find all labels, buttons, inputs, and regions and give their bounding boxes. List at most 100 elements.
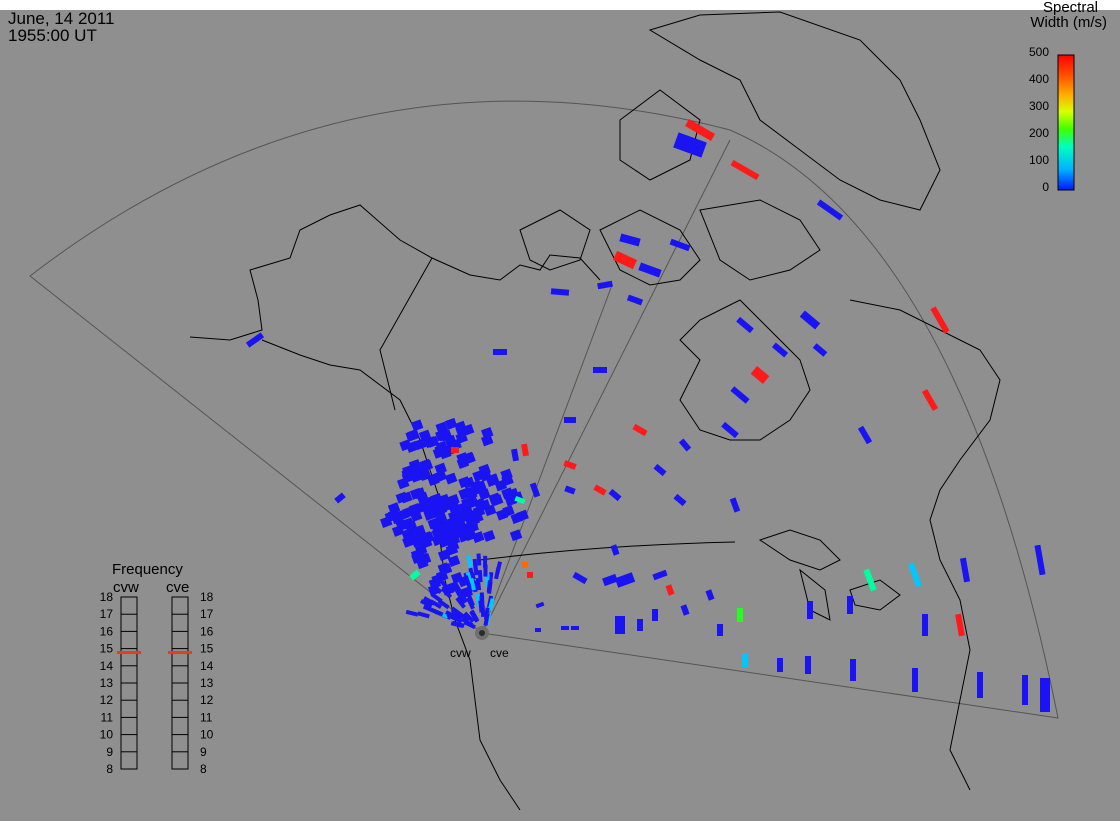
scatter-cell — [445, 543, 459, 556]
frequency-panel: Frequency cvw cve 18 18 17 17 16 16 15 15 14 14 13… — [100, 561, 214, 776]
scatter-cell — [678, 438, 692, 452]
scatter-cell — [435, 440, 449, 453]
scatter-cell — [729, 497, 741, 513]
scatter-cell — [450, 621, 464, 628]
scatter-cell — [399, 439, 412, 452]
colorbar-tick-label: 200 — [1029, 126, 1049, 140]
map-background — [0, 10, 1120, 821]
radar-label-cvw: cvw — [450, 646, 471, 660]
frequency-tick-label-left: 14 — [100, 659, 114, 673]
scatter-cell — [430, 582, 443, 594]
frequency-label-cve: cve — [166, 579, 189, 596]
scatter-cell — [405, 609, 419, 617]
scatter-cell — [391, 524, 405, 537]
time-label: 1955:00 UT — [8, 26, 97, 45]
scatter-cell — [444, 472, 458, 485]
scatter-cell — [478, 463, 491, 476]
scatter-cell — [799, 310, 821, 330]
scatter-cell — [812, 343, 828, 357]
scatter-cell — [922, 614, 928, 636]
frequency-tick-label-left: 13 — [100, 676, 114, 690]
scatter-cell — [626, 294, 644, 306]
frequency-title: Frequency — [112, 561, 183, 578]
scatter-cell — [410, 419, 424, 432]
scatter-cell — [653, 463, 667, 477]
scatter-cell — [437, 562, 451, 575]
colorbar-tick-label: 0 — [1042, 180, 1049, 194]
scatter-cell — [1022, 675, 1028, 705]
scatter-cell — [435, 421, 448, 434]
scatter-cell — [705, 589, 715, 601]
scatter-cell — [476, 553, 482, 566]
scatter-cell — [380, 516, 393, 528]
frequency-tick-label-left: 9 — [106, 745, 113, 759]
frequency-tick-label-right: 8 — [200, 762, 207, 776]
scatter-cell — [442, 519, 455, 532]
frequency-tick-label-left: 11 — [101, 710, 114, 724]
frequency-tick-label-right: 16 — [200, 624, 214, 638]
scatter-cell — [737, 608, 743, 622]
scatter-cell — [1040, 678, 1050, 712]
scatter-cell — [420, 599, 433, 608]
scatter-cell — [857, 425, 873, 445]
scatter-cell — [742, 653, 748, 667]
scatter-cell — [447, 555, 461, 567]
scatter-cell — [502, 505, 515, 517]
scatter-cell — [850, 659, 856, 681]
scatter-cell — [424, 436, 437, 449]
colorbar-title-line1: Spectral — [1043, 0, 1098, 16]
scatter-cell — [461, 617, 474, 627]
colorbar-tick-label: 300 — [1029, 99, 1049, 113]
scatter-cell — [721, 421, 739, 439]
scatter-cell — [908, 562, 922, 588]
scatter-cell — [610, 544, 620, 556]
frequency-tick-label-right: 11 — [200, 710, 213, 724]
scatter-cell — [417, 611, 430, 619]
scatter-cell — [422, 604, 436, 614]
scatter-cell — [453, 587, 464, 600]
scatter-cell — [847, 596, 853, 614]
scatter-cell — [469, 577, 476, 591]
scatter-cell — [535, 628, 541, 632]
scatter-cell — [459, 510, 473, 523]
frequency-tick-label-right: 14 — [200, 659, 214, 673]
scatter-cell — [955, 613, 965, 637]
scatter-cell — [416, 557, 429, 570]
frequency-tick-label-left: 10 — [100, 728, 114, 742]
frequency-tick-label-left: 17 — [100, 607, 114, 621]
scatter-cell — [447, 493, 460, 506]
scatter-cell — [463, 611, 475, 623]
frequency-tick-label-right: 13 — [200, 676, 214, 690]
scatter-cell — [455, 596, 466, 609]
scatter-cell — [437, 599, 450, 610]
frequency-tick-label-right: 15 — [200, 642, 214, 656]
frequency-tick-label-right: 18 — [200, 590, 214, 604]
scatter-cell — [429, 599, 443, 609]
scatter-cell — [401, 517, 415, 530]
scatter-cell — [461, 423, 475, 436]
scatter-cell — [527, 572, 533, 578]
scatter-cell — [521, 443, 529, 457]
scatter-cell — [529, 482, 541, 498]
scatter-cell — [912, 668, 918, 692]
frequency-tick-label-left: 18 — [100, 590, 114, 604]
frequency-tick-label-right: 9 — [200, 745, 207, 759]
scatter-cell — [456, 574, 465, 588]
scatter-cell — [736, 316, 754, 334]
fov-outline — [29, 100, 1059, 719]
scatter-cell — [458, 476, 471, 489]
scatter-cell — [805, 656, 811, 674]
scatter-cell — [930, 306, 950, 334]
scatter-cell — [665, 584, 675, 596]
scatter-cell — [472, 558, 479, 572]
scatter-cell — [501, 487, 514, 500]
scatter-cell — [977, 672, 983, 698]
scatter-cell — [863, 568, 877, 592]
scatter-cell — [493, 349, 507, 355]
scatter-cell — [471, 511, 484, 524]
date-label: June, 14 2011 — [8, 9, 115, 28]
scatter-cell — [411, 535, 424, 548]
scatter-cell — [480, 604, 486, 617]
scatter-cell — [564, 417, 576, 423]
coastlines — [189, 11, 1001, 811]
